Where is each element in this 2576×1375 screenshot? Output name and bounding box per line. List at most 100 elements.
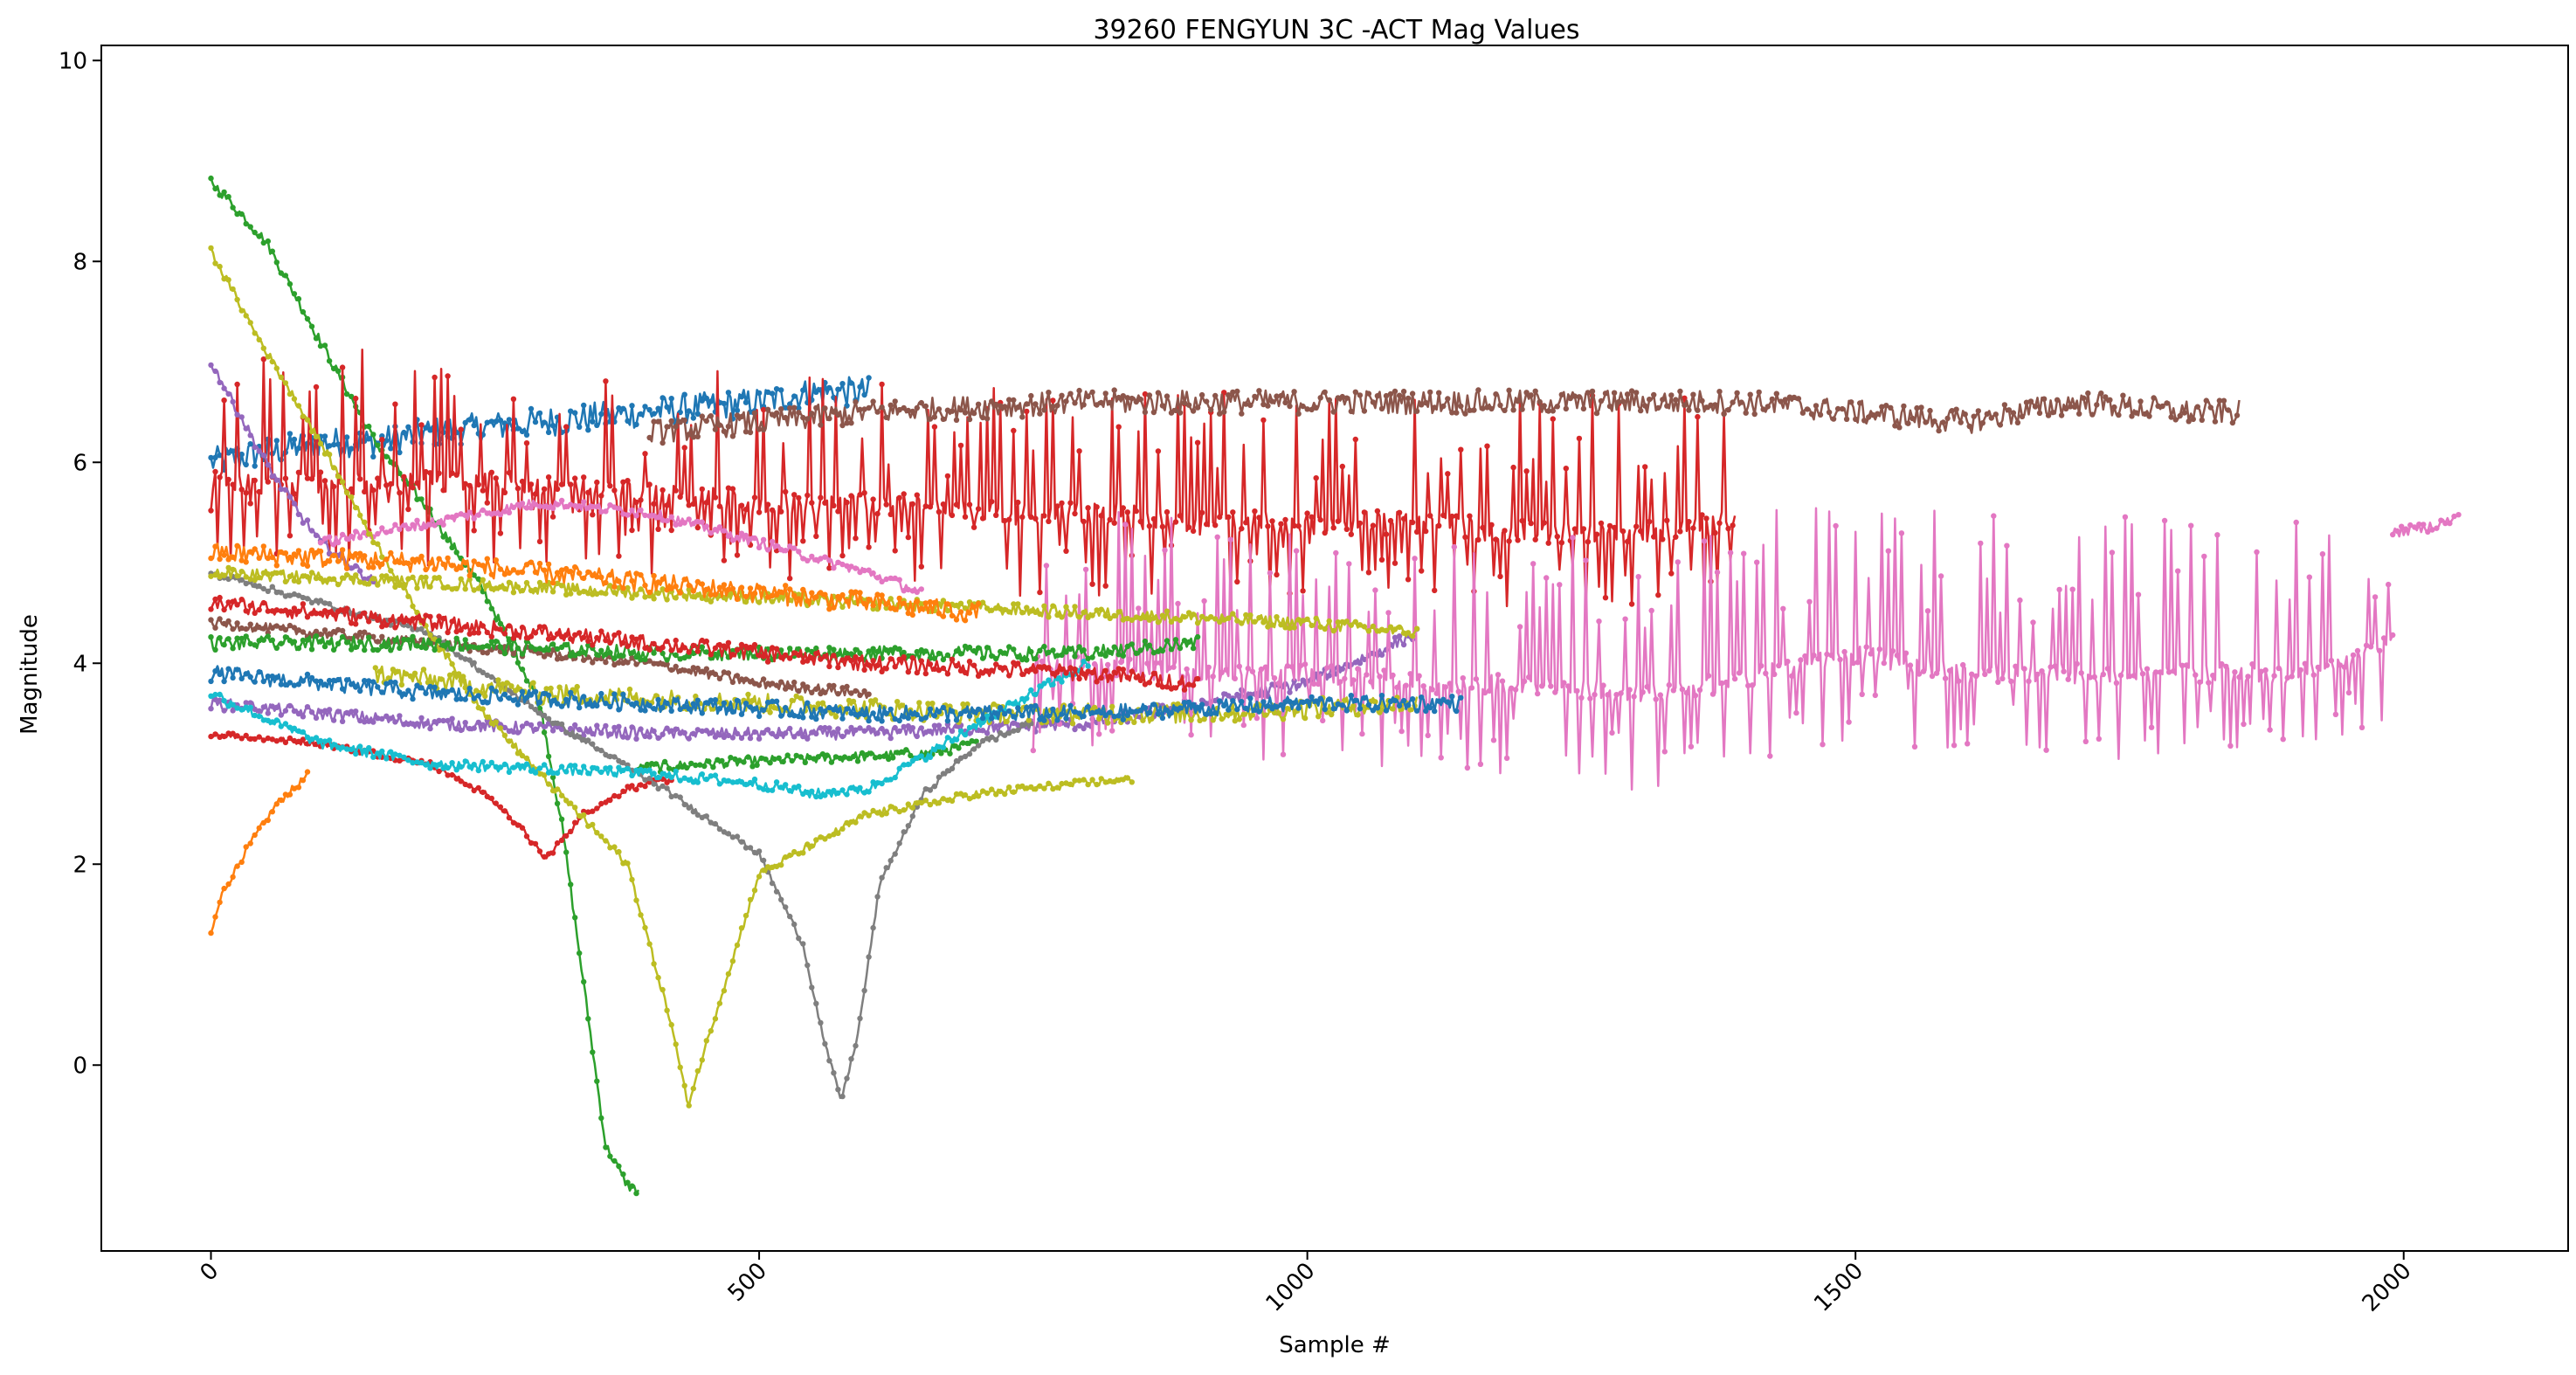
data-point [2267,727,2273,733]
data-point [2223,663,2229,670]
data-point [466,657,473,663]
data-point [642,594,648,600]
data-point [1159,647,1166,654]
data-point [1226,392,1232,398]
data-point [848,784,854,791]
data-point [1197,717,1203,723]
data-point [2039,668,2045,674]
data-point [1330,409,1336,415]
data-point [2386,581,2392,588]
data-point [1798,657,1804,663]
data-point [1063,649,1069,655]
data-point [357,639,363,645]
data-point [2023,399,2030,405]
data-point [238,736,245,742]
data-point [2376,647,2383,653]
data-point [962,514,969,520]
data-point [475,645,481,651]
data-point [1274,393,1280,399]
data-point [1098,651,1104,657]
data-point [1129,395,1136,402]
data-point [1309,622,1315,629]
data-point [1949,408,1955,414]
data-point [620,639,626,646]
data-point [238,307,245,314]
data-point [681,667,687,674]
data-point [699,397,705,404]
data-point [745,691,751,698]
data-point [545,561,552,568]
data-point [673,595,679,601]
data-point [1107,649,1113,655]
data-point [2306,574,2312,580]
data-point [1098,513,1104,519]
data-point [1120,505,1127,511]
data-point [558,721,565,728]
data-point [1137,518,1144,525]
data-point [536,705,543,712]
series-5 [208,348,1737,611]
data-point [1019,713,1026,719]
data-point [716,781,723,787]
data-point [462,480,468,487]
data-point [330,365,337,372]
data-point [918,716,925,722]
data-point [243,732,249,739]
data-point [510,590,517,596]
data-point [646,941,653,947]
data-point [616,578,622,584]
data-point [1830,416,1837,422]
data-point [1888,404,1894,411]
data-point [401,636,407,643]
data-point [2181,410,2187,416]
data-point [938,750,944,757]
data-point [721,428,728,434]
data-point [2017,597,2023,604]
data-point [238,597,245,603]
data-point [549,720,556,727]
data-point [655,974,661,981]
data-point [295,445,302,452]
data-point [607,1153,613,1159]
data-point [616,707,622,713]
data-point [453,767,459,773]
data-point [853,646,859,653]
data-point [1596,618,1602,625]
data-point [273,623,280,629]
data-point [791,404,798,411]
data-point [1137,615,1144,622]
data-point [221,641,227,648]
data-point [708,591,714,598]
data-point [453,472,459,478]
data-point [2068,404,2074,410]
data-point [1734,390,1740,396]
data-point [466,783,473,789]
data-point [506,417,513,423]
data-point [708,670,714,676]
data-point [572,502,578,509]
data-point [519,825,526,831]
data-point [212,625,218,631]
data-point [826,415,832,422]
data-point [625,860,631,867]
data-point [936,800,943,806]
data-point [1885,548,1891,554]
series-line [210,770,310,934]
data-point [445,514,451,520]
data-point [993,710,999,716]
data-point [2455,512,2462,518]
data-point [225,666,231,672]
data-point [252,444,258,451]
data-point [326,443,333,449]
data-point [1094,607,1100,613]
data-point [787,725,793,732]
data-point [2302,660,2308,667]
data-point [668,728,674,734]
data-point [1512,687,1519,693]
data-point [480,644,486,650]
data-point [265,735,271,742]
data-point [1085,505,1091,511]
data-point [756,653,763,659]
data-point [2177,412,2183,419]
data-point [901,588,907,594]
